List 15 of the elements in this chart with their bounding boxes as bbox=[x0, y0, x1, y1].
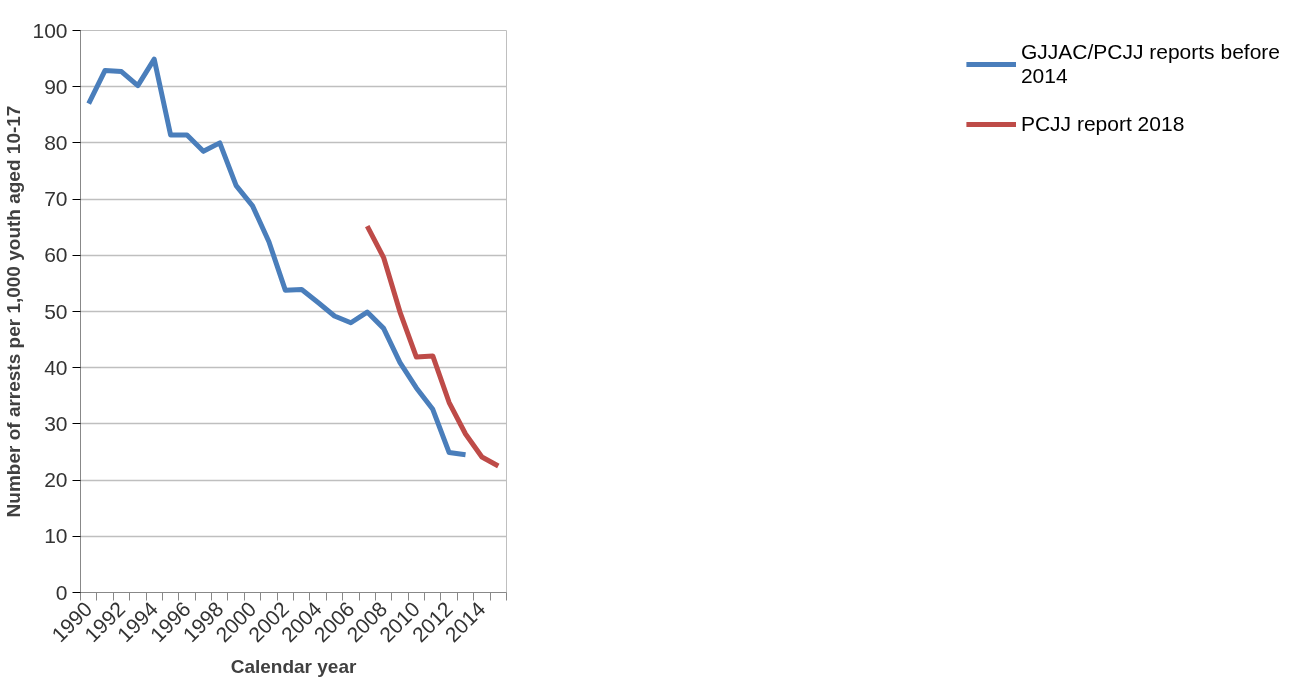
y-tick-label: 100 bbox=[32, 18, 68, 42]
y-tick-label: 80 bbox=[44, 130, 68, 154]
y-tick-label: 0 bbox=[55, 580, 68, 604]
x-axis-title: Calendar year bbox=[230, 656, 357, 678]
y-tick-label: 40 bbox=[44, 355, 68, 379]
y-tick-label: 70 bbox=[44, 187, 68, 211]
legend-label: PCJJ report 2018 bbox=[1020, 111, 1185, 137]
y-tick-label: 90 bbox=[44, 74, 68, 98]
y-tick-label: 20 bbox=[44, 468, 68, 492]
y-tick-label: 30 bbox=[44, 411, 68, 435]
y-axis-title: Number of arrests per 1,000 youth aged 10-17 bbox=[3, 105, 25, 518]
y-tick-label: 50 bbox=[44, 299, 68, 323]
y-tick-label: 60 bbox=[44, 243, 68, 267]
legend-label: GJJAC/PCJJ reports before 2014 bbox=[1020, 40, 1280, 88]
y-tick-label: 10 bbox=[44, 524, 68, 548]
